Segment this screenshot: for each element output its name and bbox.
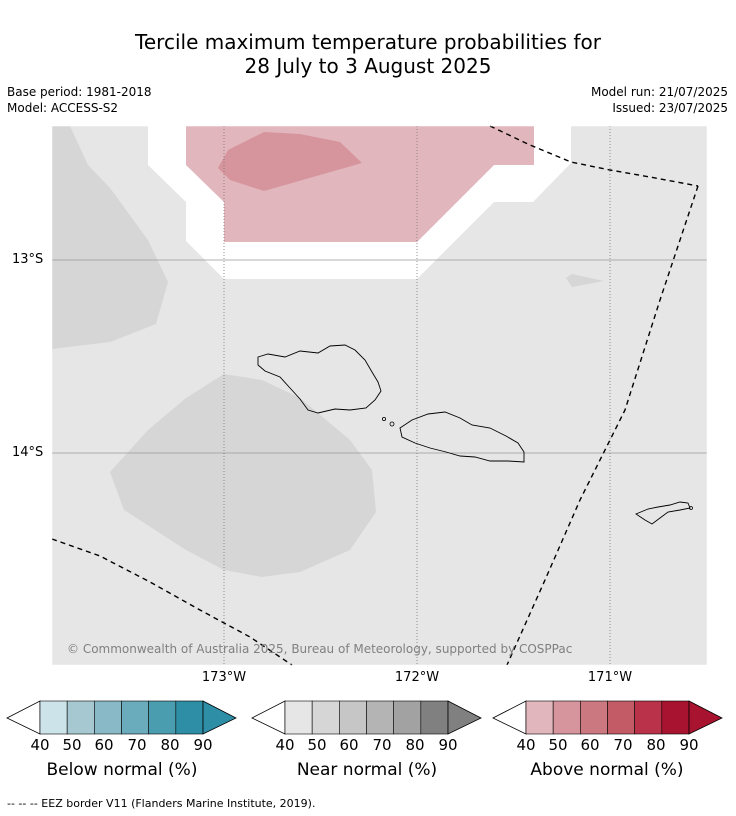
no-dominant-region: [148, 126, 571, 279]
tick-label: 80: [646, 736, 666, 754]
colorbar-segment: [552, 700, 581, 735]
aunuu-island: [689, 506, 693, 510]
colorbar-segment: [607, 700, 635, 735]
eez-border-southwest: [51, 538, 293, 666]
tick-label: 60: [94, 736, 114, 754]
tick-label: 80: [405, 736, 425, 754]
meta-left: Base period: 1981-2018 Model: ACCESS-S2: [7, 84, 152, 116]
colorbar-above-min-arrow: [492, 700, 527, 735]
colorbar-segment: [634, 700, 663, 735]
near-normal-50-region-south: [110, 374, 376, 577]
savaii-island: [257, 344, 382, 414]
tick-label: 80: [160, 736, 180, 754]
base-period: Base period: 1981-2018: [7, 85, 152, 99]
colorbar-below-normal: [6, 700, 237, 735]
tick-label: 50: [307, 736, 327, 754]
colorbar-segment: [284, 700, 313, 735]
lat-label-13s: 13°S: [12, 252, 44, 267]
colorbar-segment: [39, 700, 68, 735]
lon-label-171w: 171°W: [587, 670, 633, 685]
colorbar-segment: [66, 700, 95, 735]
manono-island: [389, 421, 395, 427]
colorbar-segment: [661, 700, 690, 735]
colorbar-segment: [525, 700, 554, 735]
colorbar-segment: [580, 700, 608, 735]
model-name: Model: ACCESS-S2: [7, 101, 119, 115]
colorbar-below-max-arrow: [202, 700, 237, 735]
colorbar-segment: [393, 700, 422, 735]
colorbar-above-max-arrow: [688, 700, 723, 735]
title-line-2: 28 July to 3 August 2025: [244, 54, 492, 78]
eez-footnote: -- -- -- EEZ border V11 (Flanders Marine…: [7, 797, 316, 810]
issued-date: Issued: 23/07/2025: [612, 101, 728, 115]
colorbar-segment: [175, 700, 204, 735]
map-frame: [51, 125, 708, 666]
model-run: Model run: 21/07/2025: [590, 85, 728, 99]
upolu-island: [399, 411, 525, 463]
lat-label-14s: 14°S: [12, 445, 44, 460]
colorbar-segment: [121, 700, 149, 735]
map-title: Tercile maximum temperature probabilitie…: [0, 30, 736, 78]
tutuila-island: [635, 501, 691, 525]
colorbar-segment: [339, 700, 367, 735]
colorbar-above-normal: [492, 700, 723, 735]
tick-label: 60: [580, 736, 600, 754]
colorbar-below-min-arrow: [6, 700, 41, 735]
tick-label: 50: [548, 736, 568, 754]
tick-label: 40: [516, 736, 536, 754]
tick-label: 70: [127, 736, 147, 754]
apolima-island: [381, 416, 386, 421]
colorbar-segment: [311, 700, 340, 735]
colorbar-segment: [366, 700, 394, 735]
near-normal-50-region-west: [52, 126, 168, 349]
eez-border-north: [489, 125, 699, 187]
near-normal-50-region-east: [566, 274, 604, 287]
tick-label: 90: [438, 736, 458, 754]
tick-label: 70: [613, 736, 633, 754]
lon-label-173w: 173°W: [201, 670, 247, 685]
above-normal-50-region: [218, 132, 362, 191]
eez-border-east: [506, 185, 699, 666]
colorbar-near-min-arrow: [251, 700, 286, 735]
colorbar-segment: [420, 700, 449, 735]
meta-right: Model run: 21/07/2025 Issued: 23/07/2025: [591, 84, 728, 116]
colorbar-segment: [148, 700, 177, 735]
tick-label: 60: [339, 736, 359, 754]
tick-label: 40: [30, 736, 50, 754]
title-line-1: Tercile maximum temperature probabilitie…: [135, 30, 601, 54]
colorbar-near-label: Near normal (%): [296, 760, 438, 780]
colorbar-near-normal: [251, 700, 482, 735]
colorbar-near-max-arrow: [447, 700, 482, 735]
colorbar-segment: [94, 700, 122, 735]
lon-label-172w: 172°W: [394, 670, 440, 685]
tick-label: 40: [275, 736, 295, 754]
tick-label: 70: [372, 736, 392, 754]
tick-label: 90: [193, 736, 213, 754]
copyright-text: © Commonwealth of Australia 2025, Bureau…: [67, 642, 573, 656]
tick-label: 90: [679, 736, 699, 754]
tick-label: 50: [62, 736, 82, 754]
colorbar-below-label: Below normal (%): [46, 760, 198, 780]
colorbar-above-label: Above normal (%): [530, 760, 684, 780]
